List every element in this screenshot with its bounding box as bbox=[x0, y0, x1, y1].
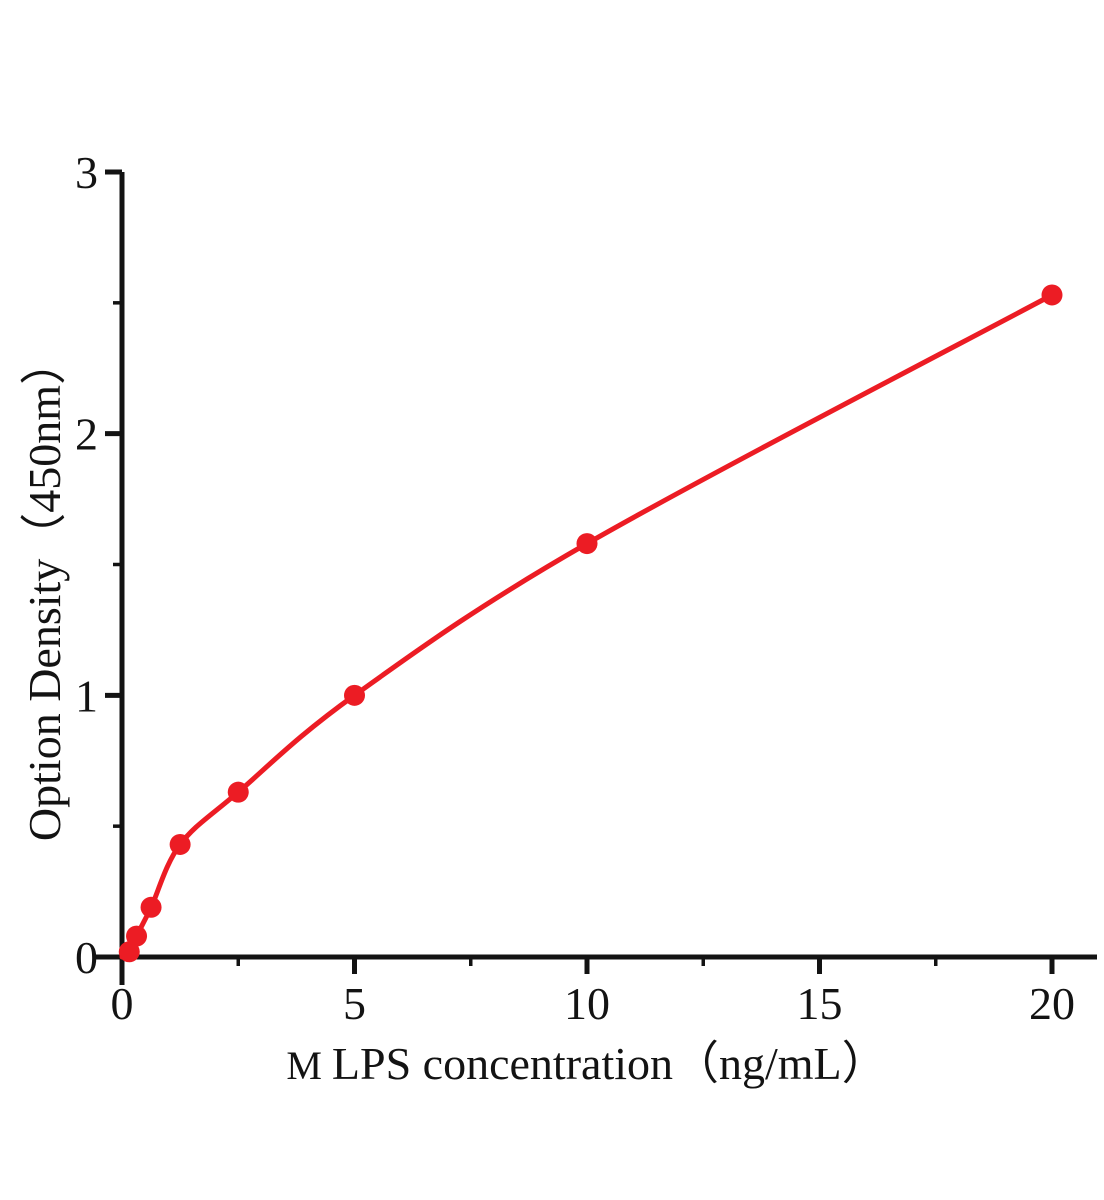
y-tick-label: 2 bbox=[75, 409, 98, 460]
data-point-marker bbox=[1041, 284, 1063, 306]
data-point-marker bbox=[576, 533, 598, 555]
fit-curve-line bbox=[119, 292, 1055, 960]
y-tick-label: 1 bbox=[75, 670, 98, 721]
y-tick-label: 3 bbox=[75, 147, 98, 198]
data-point-marker bbox=[169, 833, 191, 855]
y-axis-tick-labels: 0 1 2 3 bbox=[75, 147, 98, 983]
data-point-marker bbox=[126, 925, 148, 947]
x-tick-label: 20 bbox=[1029, 978, 1075, 1029]
x-tick-label: 15 bbox=[797, 978, 843, 1029]
x-axis-title-rest: LPS concentration（ng/mL） bbox=[332, 1038, 888, 1089]
y-axis-title: Option Density（450nm） bbox=[19, 339, 70, 841]
data-point-marker bbox=[344, 684, 365, 706]
x-tick-label: 0 bbox=[111, 978, 134, 1029]
x-axis-title-prefix: M bbox=[286, 1043, 332, 1088]
x-axis-tick-labels: 0 5 10 15 20 bbox=[111, 978, 1076, 1029]
y-axis-ticks bbox=[105, 169, 122, 960]
x-axis-title: M LPS concentration（ng/mL） bbox=[286, 1038, 887, 1089]
x-tick-label: 5 bbox=[343, 978, 366, 1029]
y-tick-label: 0 bbox=[75, 932, 98, 983]
data-point-marker bbox=[118, 941, 140, 963]
x-tick-label: 10 bbox=[564, 978, 610, 1029]
data-point-marker bbox=[227, 781, 249, 803]
data-points bbox=[118, 284, 1063, 963]
data-point-marker bbox=[140, 896, 162, 918]
x-axis-ticks bbox=[119, 957, 1055, 974]
